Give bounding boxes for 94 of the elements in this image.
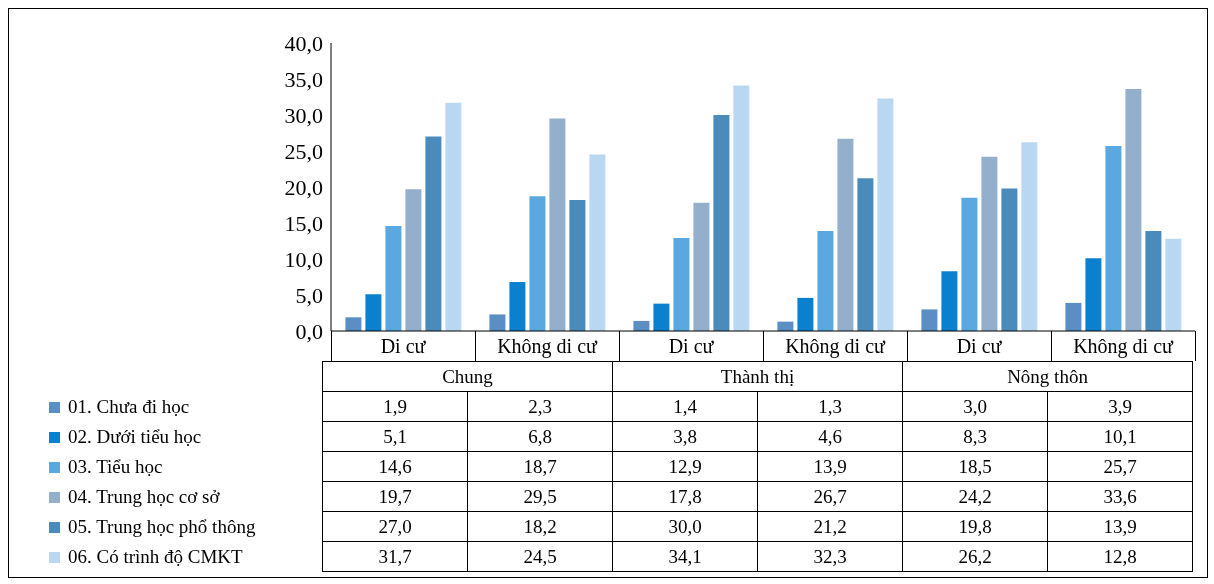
bar	[1001, 188, 1018, 331]
data-label: 8,3	[902, 421, 1048, 452]
data-label: 19,8	[902, 511, 1048, 542]
data-label: 29,5	[467, 481, 613, 512]
x-tick-label: Không di cư	[785, 335, 887, 359]
bar	[1021, 142, 1038, 331]
bar	[1125, 89, 1142, 331]
bar	[857, 178, 874, 331]
data-label: 34,1	[612, 541, 758, 572]
bar	[797, 297, 814, 331]
bar	[1145, 230, 1162, 331]
text: Chung	[322, 361, 613, 392]
data-label: 26,2	[902, 541, 1048, 572]
bar	[961, 197, 978, 331]
data-label: 31,7	[322, 541, 468, 572]
legend-label: 03. Tiểu học	[67, 455, 163, 477]
bar	[425, 136, 442, 331]
bar	[837, 138, 854, 331]
bar	[921, 309, 938, 331]
data-label: 21,2	[757, 511, 903, 542]
bar	[713, 115, 730, 331]
y-tick-label: 25,0	[284, 138, 323, 164]
data-label: 32,3	[757, 541, 903, 572]
x-tick-label: Di cư	[668, 335, 715, 358]
bar	[653, 303, 670, 331]
data-label: 1,9	[322, 391, 468, 422]
bar	[877, 98, 894, 331]
y-tick-label: 5,0	[295, 282, 323, 308]
legend-label: 05. Trung học phổ thông	[67, 515, 256, 537]
data-label: 6,8	[467, 421, 613, 452]
bar	[509, 282, 526, 331]
bar	[733, 85, 750, 331]
data-label: 17,8	[612, 481, 758, 512]
data-label: 14,6	[322, 451, 468, 482]
bar	[693, 202, 710, 331]
data-label: 18,5	[902, 451, 1048, 482]
y-tick-label: 35,0	[284, 66, 323, 92]
y-tick-label: 0,0	[295, 318, 323, 344]
data-label: 12,9	[612, 451, 758, 482]
data-label: 13,9	[757, 451, 903, 482]
data-label: 33,6	[1047, 481, 1193, 512]
x-tick-label: Không di cư	[497, 335, 599, 359]
x-tick-label: Di cư	[956, 335, 1003, 358]
bar	[941, 271, 958, 331]
data-label: 10,1	[1047, 421, 1193, 452]
bar	[549, 118, 566, 331]
data-label: 2,3	[467, 391, 613, 422]
bar	[365, 294, 382, 331]
y-tick-label: 10,0	[284, 246, 323, 272]
legend-label: 04. Trung học cơ sở	[67, 485, 220, 507]
bar	[1165, 238, 1182, 331]
data-label: 3,8	[612, 421, 758, 452]
data-label: 18,7	[467, 451, 613, 482]
data-label: 24,5	[467, 541, 613, 572]
data-label: 30,0	[612, 511, 758, 542]
y-tick-label: 15,0	[284, 210, 323, 236]
bar	[1065, 302, 1082, 331]
bar	[489, 314, 506, 331]
legend-label: 06. Có trình độ CMKT	[67, 545, 243, 567]
bar	[529, 196, 546, 331]
data-label: 13,9	[1047, 511, 1193, 542]
bar	[345, 317, 362, 331]
data-label: 18,2	[467, 511, 613, 542]
data-label: 26,7	[757, 481, 903, 512]
data-label: 5,1	[322, 421, 468, 452]
data-label: 3,0	[902, 391, 1048, 422]
legend-label: 02. Dưới tiểu học	[67, 425, 202, 447]
data-label: 25,7	[1047, 451, 1193, 482]
text: Thành thị	[612, 361, 903, 392]
y-tick-label: 40,0	[284, 30, 323, 56]
bar	[1105, 145, 1122, 331]
data-label: 3,9	[1047, 391, 1193, 422]
y-tick-label: 30,0	[284, 102, 323, 128]
bar	[385, 225, 402, 331]
bar	[673, 238, 690, 331]
text: Nông thôn	[902, 361, 1193, 392]
bar	[445, 102, 462, 331]
bar	[981, 156, 998, 331]
data-label: 1,4	[612, 391, 758, 422]
bar	[817, 230, 834, 331]
y-tick-label: 20,0	[284, 174, 323, 200]
data-label: 27,0	[322, 511, 468, 542]
x-tick-label: Không di cư	[1073, 335, 1175, 359]
bar	[569, 199, 586, 331]
data-label: 4,6	[757, 421, 903, 452]
data-label: 24,2	[902, 481, 1048, 512]
bar	[1085, 258, 1102, 331]
legend-label: 01. Chưa đi học	[67, 395, 190, 417]
bar	[405, 189, 422, 331]
x-tick-label: Di cư	[380, 335, 427, 358]
data-label: 12,8	[1047, 541, 1193, 572]
data-label: 1,3	[757, 391, 903, 422]
bar	[589, 154, 606, 331]
data-label: 19,7	[322, 481, 468, 512]
